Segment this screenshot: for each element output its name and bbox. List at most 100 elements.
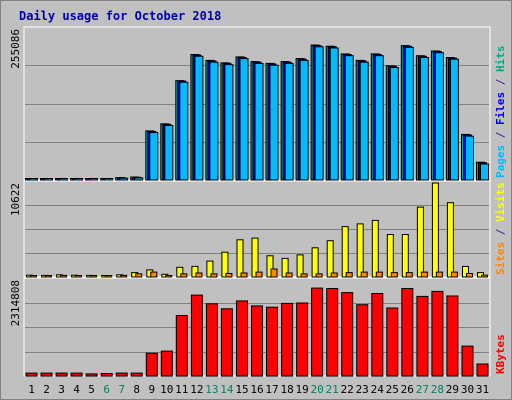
bar-pages-day-21 [329, 47, 339, 181]
bar-visits-day-28 [431, 182, 439, 278]
bar-sites-day-22 [345, 272, 353, 278]
panel-pages-scale-label: 255086 [9, 29, 22, 69]
bar-pages-day-20 [314, 46, 324, 181]
x-tick-label-day-20: 20 [310, 383, 323, 396]
bar-pages-day-6 [104, 178, 114, 181]
x-tick-label-day-14: 14 [220, 383, 234, 396]
bar-kbytes-day-23 [356, 304, 369, 377]
bar-kbytes-day-30 [461, 345, 474, 377]
x-tick-label-day-22: 22 [341, 383, 354, 396]
panel-kbytes: 2314808 KBytes [9, 277, 507, 377]
bar-kbytes-day-17 [266, 306, 278, 377]
bar-visits-day-25 [386, 234, 394, 278]
bar-visits-day-23 [356, 223, 364, 278]
x-tick-label-day-24: 24 [371, 383, 385, 396]
bar-pages-day-27 [419, 57, 429, 181]
bar-pages-day-13 [209, 61, 219, 181]
bar-sites-day-7 [120, 274, 128, 278]
bar-kbytes-day-21 [326, 288, 339, 377]
x-tick-label-day-4: 4 [73, 383, 80, 396]
bar-visits-day-15 [236, 239, 244, 278]
bar-sites-day-16 [255, 271, 263, 278]
bar-kbytes-day-12 [190, 294, 203, 377]
x-tick-label-day-30: 30 [461, 383, 474, 396]
bar-visits-day-19 [296, 254, 304, 278]
x-tick-label-day-11: 11 [175, 383, 188, 396]
bar-kbytes-day-13 [205, 303, 218, 377]
bar-sites-day-27 [420, 271, 428, 278]
bar-sites-day-5 [90, 275, 98, 278]
bar-pages-day-18 [284, 62, 294, 181]
bar-visits-day-30 [462, 265, 469, 278]
x-tick-label-day-16: 16 [250, 383, 263, 396]
panel-visits-series-label: Sites / Visits [494, 182, 507, 275]
bar-pages-day-15 [239, 58, 249, 181]
bar-sites-day-8 [135, 273, 143, 278]
x-tick-label-day-21: 21 [326, 383, 339, 396]
bar-kbytes-day-6 [100, 373, 113, 377]
bar-kbytes-day-15 [236, 300, 248, 377]
bar-visits-day-26 [401, 234, 409, 278]
bar-pages-day-14 [224, 64, 234, 181]
bar-sites-day-19 [300, 273, 308, 278]
bar-kbytes-day-28 [431, 290, 444, 377]
bar-visits-day-29 [446, 202, 454, 278]
x-tick-label-day-3: 3 [58, 383, 65, 396]
bar-kbytes-day-11 [175, 315, 188, 377]
bar-pages-day-25 [389, 67, 399, 181]
bar-sites-day-12 [195, 272, 203, 278]
x-tick-label-day-12: 12 [190, 383, 203, 396]
panel-pages: 255086 Pages / Files / Hits [9, 26, 507, 181]
bar-visits-day-11 [176, 266, 184, 278]
bar-sites-day-2 [45, 275, 52, 278]
bar-sites-day-28 [435, 271, 443, 278]
bar-sites-day-11 [180, 273, 188, 278]
bar-visits-day-18 [281, 257, 289, 278]
x-tick-label-day-8: 8 [133, 383, 140, 396]
panel-kbytes-scale-label: 2314808 [9, 280, 22, 326]
bar-kbytes-day-2 [40, 372, 53, 377]
bar-sites-day-24 [375, 271, 383, 278]
bar-pages-day-31 [480, 163, 489, 181]
bar-kbytes-day-25 [386, 307, 399, 377]
bar-pages-day-22 [344, 55, 354, 181]
x-tick-label-day-25: 25 [386, 383, 399, 396]
bar-visits-day-16 [251, 237, 259, 278]
bar-kbytes-day-5 [85, 373, 98, 377]
bar-pages-day-4 [74, 178, 84, 181]
bar-sites-day-26 [405, 272, 413, 278]
bar-pages-day-19 [299, 59, 309, 181]
bar-kbytes-day-26 [401, 288, 414, 377]
bar-kbytes-day-7 [115, 372, 128, 377]
bar-sites-day-18 [285, 272, 293, 278]
x-tick-label-day-26: 26 [401, 383, 414, 396]
panel-kbytes-series-label: KBytes [494, 334, 507, 374]
bar-kbytes-day-18 [281, 302, 294, 377]
bar-kbytes-day-4 [70, 372, 83, 377]
bar-pages-day-1 [29, 178, 38, 181]
bar-kbytes-day-24 [371, 293, 384, 377]
bar-pages-day-24 [374, 55, 384, 181]
x-tick-label-day-1: 1 [28, 383, 35, 396]
bar-sites-day-9 [150, 271, 158, 278]
bar-visits-day-20 [311, 247, 319, 278]
bar-visits-day-13 [206, 260, 214, 278]
bar-kbytes-day-10 [160, 350, 173, 377]
panel-visits-scale-label: 10622 [9, 183, 22, 216]
bar-visits-day-12 [191, 265, 199, 278]
bar-kbytes-day-19 [296, 302, 309, 377]
x-tick-label-day-15: 15 [235, 383, 248, 396]
bar-sites-day-21 [330, 272, 338, 278]
bar-sites-day-13 [210, 273, 218, 278]
x-tick-label-day-19: 19 [295, 383, 308, 396]
bar-kbytes-day-9 [145, 352, 158, 377]
bar-sites-day-3 [60, 274, 68, 278]
bar-kbytes-day-3 [55, 372, 68, 377]
bar-kbytes-day-1 [25, 372, 38, 377]
bar-sites-day-17 [270, 268, 278, 278]
bar-pages-day-28 [434, 52, 444, 181]
bar-pages-day-3 [59, 178, 69, 181]
x-tick-label-day-13: 13 [205, 383, 218, 396]
bar-pages-day-11 [179, 81, 189, 181]
